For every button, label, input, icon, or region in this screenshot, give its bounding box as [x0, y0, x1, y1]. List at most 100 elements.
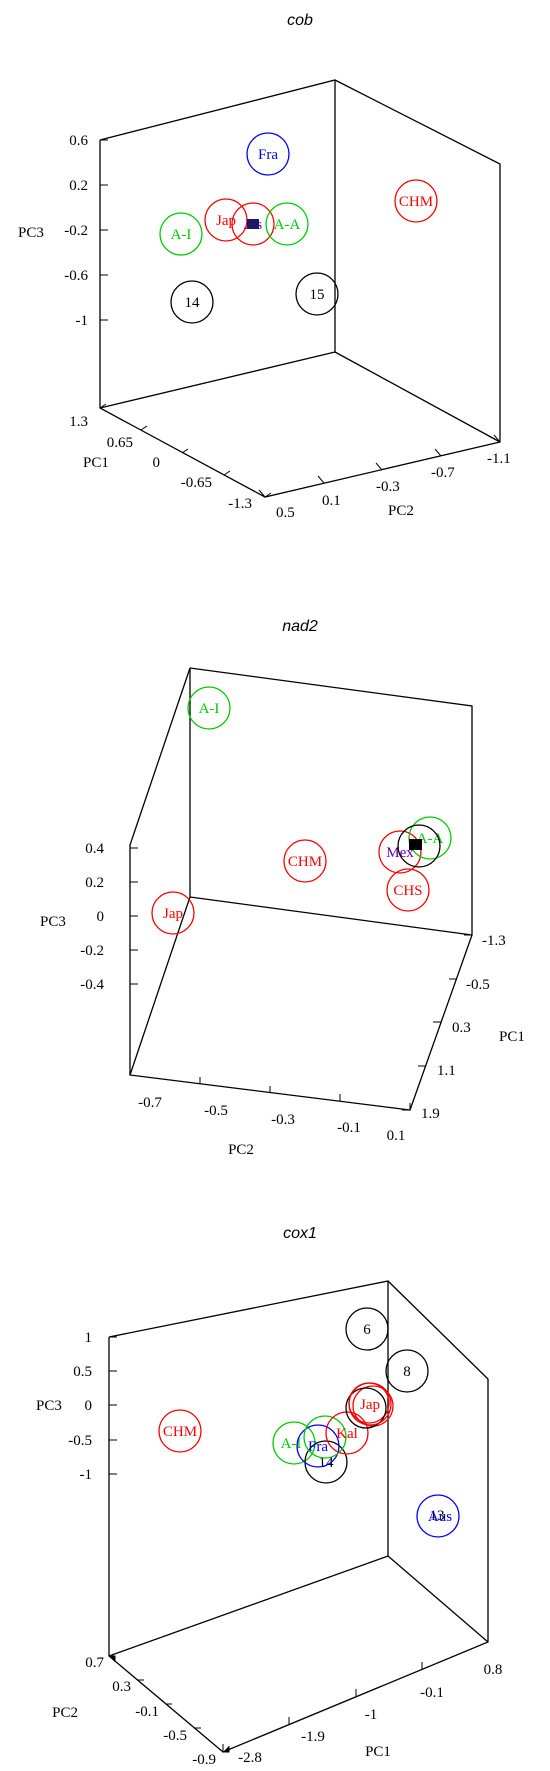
x-tick-line [181, 448, 189, 454]
point-marker [158, 1409, 202, 1453]
point-label: 15 [310, 287, 325, 303]
box-front-edges-nad2 [129, 667, 191, 1075]
point-label: CHM [288, 854, 322, 870]
x-axis-label: PC1 [83, 455, 109, 471]
z-ticks-cob: 0.6 0.2 -0.2 -0.6 -1 PC3 [18, 133, 108, 329]
chart-title-cox1: cox1 [283, 1225, 317, 1242]
x-tick-label: 1.1 [437, 1063, 456, 1079]
points-nad2: A-I CHM Jap Mex A-A CHS [151, 686, 452, 935]
y-tick-line [493, 434, 501, 443]
point-label: 6 [363, 1322, 371, 1338]
cluster-marker [409, 839, 422, 850]
panel-cob: cob 0.6 0.2 -0.2 -0.6 -1 PC3 1.3 0 [18, 12, 511, 521]
point-label: CHM [163, 1424, 197, 1440]
z-tick-label: 0.2 [85, 875, 104, 891]
x-tick-line [223, 470, 231, 476]
x-tick-label: -0.1 [420, 1685, 444, 1701]
points-cox1: 6 8 CHM A-I 14 Fra [158, 1307, 460, 1538]
point-marker [408, 816, 452, 860]
data-point-aus: Aus [416, 1494, 460, 1538]
data-point-chm: CHM [283, 839, 327, 883]
point-label: A-I [281, 1436, 302, 1452]
point-marker [283, 839, 327, 883]
x-tick-label: 1.9 [421, 1106, 440, 1122]
data-point-6: 6 [345, 1307, 389, 1351]
data-point-a-i: A-I [159, 212, 203, 256]
data-point-jap: Jap [348, 1382, 392, 1426]
x-axis-label: PC1 [365, 1744, 391, 1760]
point-marker [187, 686, 231, 730]
data-point-chm: CHM [394, 179, 438, 223]
point-marker [151, 891, 195, 935]
y-tick-label: 0.3 [112, 1679, 131, 1695]
y-tick-label: -0.3 [376, 479, 400, 495]
point-marker [231, 202, 275, 246]
y-tick-label: 0.1 [387, 1128, 406, 1144]
y-axis-label: PC2 [52, 1705, 78, 1721]
point-label: A-I [171, 227, 192, 243]
point-marker [159, 212, 203, 256]
z-tick-label: 0 [85, 1398, 93, 1414]
y-tick-label: -0.1 [337, 1120, 361, 1136]
z-tick-label: -0.4 [80, 977, 104, 993]
data-point-jap: Jap [151, 891, 195, 935]
point-label: Fra [308, 1439, 328, 1455]
z-axis-label: PC3 [36, 1398, 62, 1414]
z-tick-label: 1 [85, 1330, 93, 1346]
y-tick-label: -1.1 [487, 451, 511, 467]
panel-cox1: cox1 1 0.5 0 -0.5 -1 PC3 0.7 0.3 -0.1 [36, 1225, 502, 1768]
data-point-jap: Jap [204, 198, 248, 242]
y-tick-line [317, 475, 325, 484]
data-point-chm: CHM [158, 1409, 202, 1453]
z-tick-label: -0.5 [68, 1433, 92, 1449]
y-tick-line [258, 489, 266, 498]
x-tick-line [140, 425, 148, 431]
box-floor-edge-nad2 [189, 896, 473, 936]
x-ticks-cob: 1.3 0.65 0 -0.65 -1.3 PC1 [69, 403, 272, 512]
point-marker [385, 1349, 429, 1393]
point-label: A-I [199, 701, 220, 717]
y-ticks-cox1: 0.7 0.3 -0.1 -0.5 -0.9 PC2 [52, 1655, 230, 1768]
point-marker [170, 280, 214, 324]
point-label: Mex [386, 845, 414, 861]
chart-title-cob: cob [287, 12, 313, 29]
x-tick-label: -1 [365, 1707, 378, 1723]
point-marker [394, 179, 438, 223]
z-tick-label: 0.6 [69, 133, 88, 149]
cluster-ring [345, 1387, 387, 1429]
point-label: Fra [258, 147, 278, 163]
y-axis-label: PC2 [228, 1142, 254, 1158]
point-label: Aus [428, 1509, 452, 1525]
point-label: CHS [393, 883, 422, 899]
z-axis-label: PC3 [40, 914, 66, 930]
point-label: 13 [430, 1508, 445, 1524]
y-ticks-nad2: -0.7 -0.5 -0.3 -0.1 0.1 PC2 [129, 1068, 411, 1158]
y-tick-label: 0.5 [276, 505, 295, 521]
point-marker [272, 1421, 316, 1465]
panel-nad2: nad2 0.4 0.2 0 -0.2 -0.4 PC3 -1.3 -0.5 0… [40, 618, 525, 1158]
points-cob: Fra CHM A-I Jap Jas A-A [159, 132, 438, 324]
x-tick-label: 0 [153, 455, 161, 471]
point-label: Jap [163, 906, 183, 922]
data-point-a-i: A-I [187, 686, 231, 730]
point-marker [296, 1424, 340, 1468]
x-tick-line [264, 492, 272, 498]
y-tick-label: -0.7 [431, 465, 455, 481]
cluster-ring [352, 1385, 394, 1427]
point-label: A-A [274, 217, 301, 233]
x-tick-label: -1.9 [301, 1729, 325, 1745]
point-marker [386, 868, 430, 912]
z-tick-label: -1 [80, 1467, 93, 1483]
y-tick-label: 0.7 [85, 1655, 104, 1671]
z-tick-label: 0.2 [69, 178, 88, 194]
point-label: Jap [216, 213, 236, 229]
y-tick-label: -0.9 [192, 1752, 216, 1768]
x-tick-line [99, 403, 107, 409]
y-tick-label: 0.1 [322, 493, 341, 509]
data-point-13: 13 [430, 1508, 445, 1524]
y-tick-line [375, 462, 383, 471]
cluster-ring [397, 824, 441, 868]
y-tick-label: -0.5 [204, 1103, 228, 1119]
y-tick-mark [223, 1746, 230, 1753]
